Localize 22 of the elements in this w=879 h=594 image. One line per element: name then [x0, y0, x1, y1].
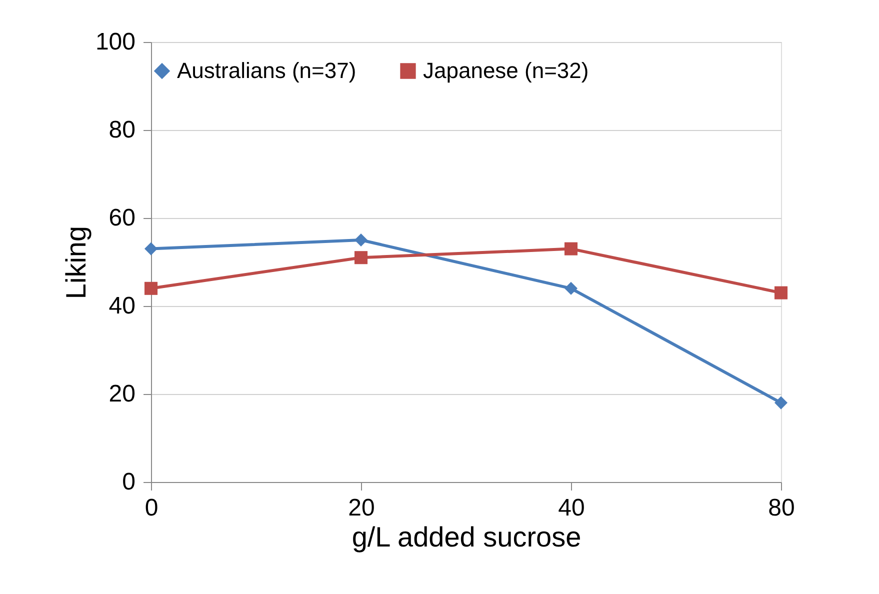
point: [144, 242, 158, 256]
point: [354, 251, 368, 264]
x-axis-title: g/L added sucrose: [352, 522, 582, 552]
point: [144, 282, 158, 295]
y-tick-label: 60: [108, 204, 136, 232]
point: [774, 286, 788, 300]
point: [774, 396, 788, 410]
y-tick-label: 20: [108, 380, 136, 408]
point: [564, 282, 578, 295]
x-tick-label: 80: [768, 494, 795, 522]
x-tick-label: 20: [348, 494, 375, 522]
legend-label: Japanese (n=32): [423, 58, 589, 83]
legend-label: Australians (n=37): [177, 58, 356, 83]
y-tick-label: 80: [108, 116, 136, 144]
y-tick-label: 100: [95, 28, 136, 56]
y-tick-label: 0: [122, 468, 136, 496]
y-axis-title: Liking: [60, 226, 92, 300]
y-tick-label: 40: [108, 292, 136, 320]
point: [354, 233, 368, 247]
x-tick-label: 0: [144, 494, 158, 522]
x-tick-label: 40: [558, 494, 585, 522]
point: [564, 242, 578, 256]
